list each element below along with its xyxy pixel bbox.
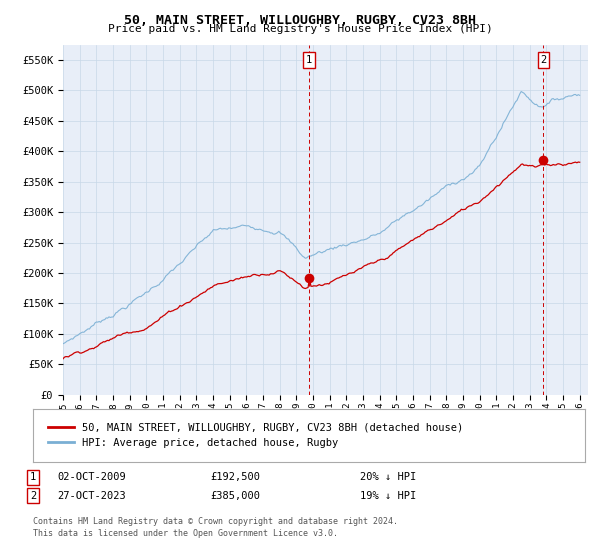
Text: 2: 2 — [540, 55, 547, 65]
Text: 1: 1 — [30, 472, 36, 482]
Legend: 50, MAIN STREET, WILLOUGHBY, RUGBY, CV23 8BH (detached house), HPI: Average pric: 50, MAIN STREET, WILLOUGHBY, RUGBY, CV23… — [44, 418, 467, 452]
Text: 1: 1 — [306, 55, 312, 65]
Text: £192,500: £192,500 — [210, 472, 260, 482]
Text: This data is licensed under the Open Government Licence v3.0.: This data is licensed under the Open Gov… — [33, 529, 338, 538]
Text: £385,000: £385,000 — [210, 491, 260, 501]
Text: Price paid vs. HM Land Registry's House Price Index (HPI): Price paid vs. HM Land Registry's House … — [107, 24, 493, 34]
Text: 2: 2 — [30, 491, 36, 501]
Text: 50, MAIN STREET, WILLOUGHBY, RUGBY, CV23 8BH: 50, MAIN STREET, WILLOUGHBY, RUGBY, CV23… — [124, 14, 476, 27]
Text: 19% ↓ HPI: 19% ↓ HPI — [360, 491, 416, 501]
Text: Contains HM Land Registry data © Crown copyright and database right 2024.: Contains HM Land Registry data © Crown c… — [33, 517, 398, 526]
Text: 27-OCT-2023: 27-OCT-2023 — [57, 491, 126, 501]
Text: 02-OCT-2009: 02-OCT-2009 — [57, 472, 126, 482]
Text: 20% ↓ HPI: 20% ↓ HPI — [360, 472, 416, 482]
